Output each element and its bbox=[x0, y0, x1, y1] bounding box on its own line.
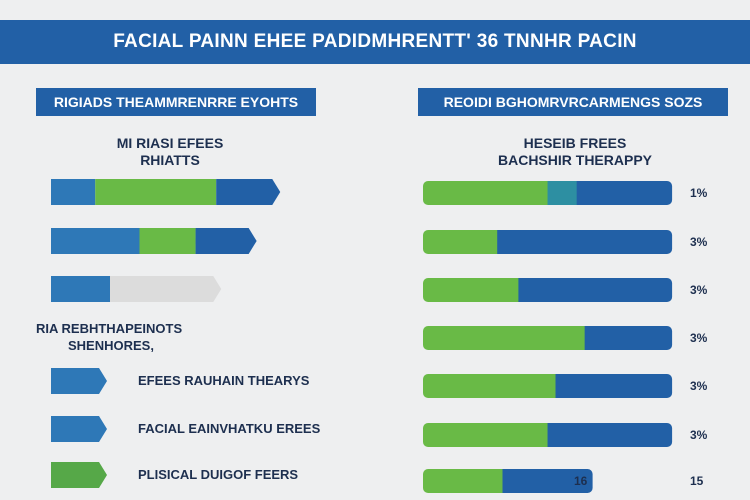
bar-segment bbox=[576, 181, 673, 205]
list-item-arrow-icon bbox=[51, 368, 107, 394]
bar-segment bbox=[51, 228, 140, 254]
data-label: 16 bbox=[574, 474, 588, 488]
left-subtitle-line1: MI RIASI EFEES bbox=[116, 135, 224, 151]
data-label: 3% bbox=[690, 235, 708, 249]
bar-segment bbox=[497, 230, 673, 254]
left-chart-subtitle: MI RIASI EFEES RHIATTS bbox=[95, 135, 245, 169]
bar-segment bbox=[195, 228, 257, 254]
data-label: 3% bbox=[690, 379, 708, 393]
bar-segment bbox=[423, 374, 556, 398]
list-item-label: EFEES RAUHAIN THEARYS bbox=[138, 373, 310, 388]
bar-segment bbox=[110, 276, 222, 302]
bar-segment bbox=[584, 326, 673, 350]
left-subtitle-line2: RHIATTS bbox=[140, 152, 200, 168]
list-item-arrow-icon bbox=[51, 462, 107, 488]
bar-segment bbox=[423, 326, 586, 350]
data-label: 3% bbox=[690, 283, 708, 297]
bar-segment bbox=[518, 278, 673, 302]
data-label: 1% bbox=[690, 186, 708, 200]
right-panel-header-text: REOIDI BGHOMRVRCARMENGS SOZS bbox=[443, 94, 703, 110]
bar-segment bbox=[547, 181, 578, 205]
left-panel-header: RIGIADS THEAMMRENRRE EYOHTS bbox=[36, 88, 316, 116]
right-chart-subtitle: HESEIB FREES BACHSHIR THERAPPY bbox=[460, 135, 690, 169]
bar-segment bbox=[547, 423, 673, 447]
data-label: 15 bbox=[690, 474, 704, 488]
list-item-label: PLISICAL DUIGOF FEERS bbox=[138, 467, 299, 482]
data-label: 3% bbox=[690, 428, 708, 442]
bar-segment bbox=[423, 423, 549, 447]
left-panel-header-text: RIGIADS THEAMMRENRRE EYOHTS bbox=[53, 94, 299, 110]
right-subtitle-line1: HESEIB FREES bbox=[523, 135, 627, 151]
right-subtitle-line2: BACHSHIR THERAPPY bbox=[497, 152, 652, 168]
bar-segment bbox=[502, 469, 593, 493]
right-panel-header: REOIDI BGHOMRVRCARMENGS SOZS bbox=[418, 88, 728, 116]
data-label: 3% bbox=[690, 331, 708, 345]
list-item-label: FACIAL EAINVHATKU EREES bbox=[138, 421, 321, 436]
bar-segment bbox=[423, 181, 549, 205]
bar-segment bbox=[51, 179, 96, 205]
bar-segment bbox=[423, 278, 519, 302]
bar-segment bbox=[555, 374, 673, 398]
bar-segment bbox=[423, 469, 503, 493]
left-section-title-line2: SHENHORES, bbox=[68, 338, 154, 353]
bar-segment bbox=[51, 276, 110, 302]
bar-segment bbox=[139, 228, 196, 254]
left-section-title-line1: RIA REBHTHAPEINOTS bbox=[36, 321, 183, 336]
left-section-title: RIA REBHTHAPEINOTS SHENHORES, bbox=[36, 320, 276, 354]
title-bar: FACIAL PAINN EHEE PADIDMHRENTT' 36 TNNHR… bbox=[0, 20, 750, 64]
bar-segment bbox=[216, 179, 281, 205]
page-title: FACIAL PAINN EHEE PADIDMHRENTT' 36 TNNHR… bbox=[113, 31, 637, 52]
bar-segment bbox=[423, 230, 498, 254]
bar-segment bbox=[95, 179, 217, 205]
list-item-arrow-icon bbox=[51, 416, 107, 442]
